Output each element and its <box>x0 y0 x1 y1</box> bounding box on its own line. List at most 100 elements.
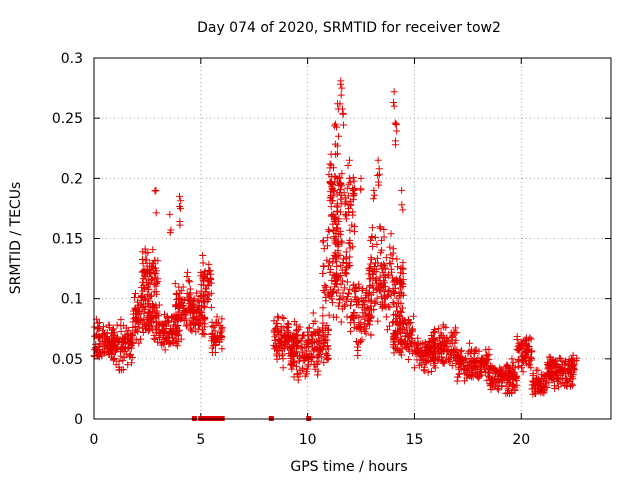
y-tick-label: 0.2 <box>61 171 83 187</box>
data-point <box>271 343 279 351</box>
data-point <box>381 264 389 272</box>
data-point <box>396 328 404 336</box>
data-point <box>189 300 197 308</box>
data-point <box>374 171 382 179</box>
data-point <box>149 246 157 254</box>
data-point <box>358 304 366 312</box>
data-point <box>368 232 376 240</box>
data-point <box>159 326 167 334</box>
data-point <box>439 358 447 366</box>
data-point <box>303 328 311 336</box>
data-point <box>152 186 160 194</box>
data-point <box>321 281 329 289</box>
data-point <box>368 224 376 232</box>
data-point <box>365 317 373 325</box>
data-point <box>347 297 355 305</box>
data-point <box>183 321 191 329</box>
data-point <box>566 382 574 390</box>
data-point <box>315 357 323 365</box>
data-point <box>360 323 368 331</box>
data-point <box>483 351 491 359</box>
data-point <box>487 362 495 370</box>
data-point <box>420 367 428 375</box>
data-point <box>145 308 153 316</box>
data-point <box>390 88 398 96</box>
data-point <box>376 224 384 232</box>
data-point <box>299 364 307 372</box>
data-point <box>167 325 175 333</box>
data-point <box>446 357 454 365</box>
data-point <box>149 326 157 334</box>
data-point <box>399 291 407 299</box>
data-point <box>211 349 219 357</box>
data-point <box>350 177 358 185</box>
data-point <box>382 294 390 302</box>
data-point <box>199 329 207 337</box>
data-point <box>139 255 147 263</box>
data-point <box>334 286 342 294</box>
data-point <box>346 262 354 270</box>
data-point <box>281 334 289 342</box>
data-point <box>326 160 334 168</box>
data-point <box>288 365 296 373</box>
data-point <box>186 278 194 286</box>
data-point <box>380 226 388 234</box>
data-point <box>338 84 346 92</box>
data-point <box>386 243 394 251</box>
data-point <box>353 295 361 303</box>
data-point <box>95 319 103 327</box>
data-point <box>341 210 349 218</box>
data-point <box>201 314 209 322</box>
data-point <box>511 364 519 372</box>
data-point <box>175 331 183 339</box>
data-point <box>130 294 138 302</box>
data-point <box>189 306 197 314</box>
data-point <box>139 320 147 328</box>
data-point <box>513 332 521 340</box>
data-point <box>330 251 338 259</box>
data-point <box>328 295 336 303</box>
data-point <box>547 373 555 381</box>
x-tick-label: 5 <box>196 432 205 448</box>
data-point <box>160 320 168 328</box>
data-point <box>199 271 207 279</box>
data-point <box>464 370 472 378</box>
data-point <box>429 335 437 343</box>
data-point <box>358 287 366 295</box>
data-point <box>145 267 153 275</box>
data-point <box>389 333 397 341</box>
data-point <box>438 331 446 339</box>
data-point <box>375 181 383 189</box>
data-point <box>393 255 401 263</box>
data-point <box>366 267 374 275</box>
chart-title: Day 074 of 2020, SRMTID for receiver tow… <box>197 20 501 36</box>
data-point <box>279 364 287 372</box>
data-point <box>390 102 398 110</box>
data-point <box>104 347 112 355</box>
data-point <box>212 319 220 327</box>
x-axis-label: GPS time / hours <box>290 459 407 475</box>
data-point <box>394 320 402 328</box>
data-point <box>305 343 313 351</box>
data-point <box>146 268 154 276</box>
data-point <box>370 305 378 313</box>
data-point <box>323 256 331 264</box>
data-point <box>390 311 398 319</box>
data-point <box>371 259 379 267</box>
data-point <box>298 343 306 351</box>
data-point <box>130 315 138 323</box>
data-point <box>357 327 365 335</box>
data-point <box>390 288 398 296</box>
data-point <box>354 352 362 360</box>
data-point <box>387 251 395 259</box>
data-point <box>498 382 506 390</box>
data-point <box>356 325 364 333</box>
data-point <box>351 287 359 295</box>
data-point <box>141 305 149 313</box>
data-point <box>346 240 354 248</box>
data-point <box>150 314 158 322</box>
data-point <box>375 170 383 178</box>
data-point <box>207 276 215 284</box>
data-point <box>327 212 335 220</box>
